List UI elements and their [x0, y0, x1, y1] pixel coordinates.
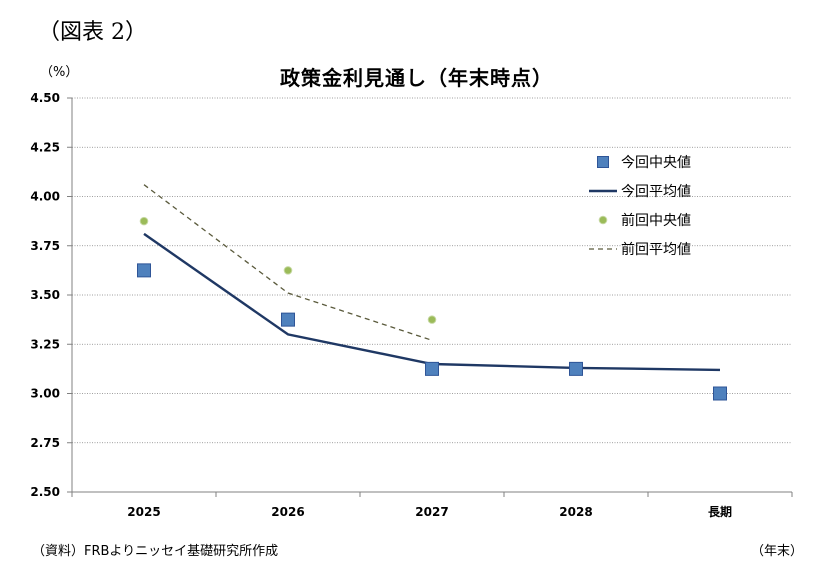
- y-tick-label: 4.25: [30, 140, 60, 154]
- data-point-circle: [283, 266, 293, 275]
- data-point-square: [713, 386, 727, 401]
- y-unit-label: （%）: [40, 65, 79, 80]
- y-tick-label: 2.75: [30, 436, 60, 450]
- legend-label: 今回中央値: [621, 155, 691, 171]
- x-tick-label: 2025: [127, 505, 160, 519]
- y-tick-labels: 2.50 2.75 3.00 3.25 3.50 3.75 4.00 4.25 4.50: [30, 91, 60, 499]
- legend-label: 前回中央値: [621, 212, 691, 229]
- data-point-square: [569, 361, 583, 376]
- legend-marker-circle: [598, 215, 608, 225]
- legend-label: 前回平均値: [621, 241, 691, 258]
- source-note: （資料）FRBよりニッセイ基礎研究所作成: [32, 544, 279, 559]
- data-point-square: [137, 263, 151, 278]
- y-tick-label: 4.50: [30, 91, 60, 105]
- data-point-square: [281, 312, 295, 327]
- series-1: [137, 263, 727, 401]
- series-4: [143, 184, 433, 341]
- x-unit-label: （年末）: [750, 544, 803, 559]
- figure-label: （図表 2）: [38, 20, 147, 45]
- y-tick-label: 3.00: [30, 387, 60, 401]
- x-tick-label: 2026: [271, 505, 304, 519]
- series-layer: [137, 184, 727, 401]
- x-tick-labels: 2025 2026 2027 2028 長期: [127, 504, 732, 519]
- grid-lines: [72, 97, 792, 444]
- y-tick-label: 3.25: [30, 337, 60, 351]
- legend-item: 今回中央値: [597, 155, 691, 171]
- axes: [67, 97, 793, 497]
- data-point-circle: [427, 315, 437, 324]
- x-tick-label: 2028: [559, 505, 592, 519]
- x-tick-label: 長期: [708, 504, 732, 519]
- legend-label: 今回平均値: [621, 184, 691, 200]
- data-point-circle: [139, 216, 149, 226]
- series-line: [143, 184, 433, 341]
- y-tick-label: 4.00: [30, 190, 60, 204]
- legend-item: 前回平均値: [589, 241, 691, 258]
- legend-marker-square: [597, 156, 609, 168]
- legend-item: 今回平均値: [589, 184, 691, 200]
- chart-title: 政策金利見通し（年末時点）: [280, 66, 553, 90]
- data-point-square: [425, 361, 439, 376]
- x-tick-label: 2027: [415, 505, 448, 519]
- legend-item: 前回中央値: [598, 212, 691, 229]
- y-tick-label: 2.50: [30, 485, 60, 499]
- y-tick-label: 3.75: [30, 239, 60, 253]
- y-tick-label: 3.50: [30, 288, 60, 302]
